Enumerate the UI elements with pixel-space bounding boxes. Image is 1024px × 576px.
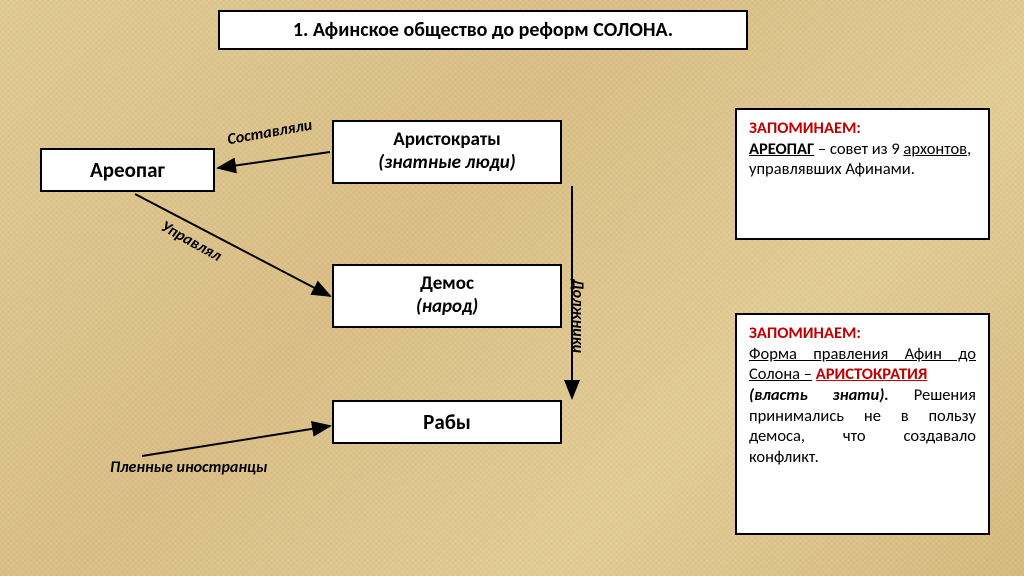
node-demos-label: Демос [420,273,474,296]
note1-lead: ЗАПОМИНАЕМ: [749,118,861,138]
node-slaves-label: Рабы [423,409,471,435]
node-aristocrats-label: Аристократы [393,129,501,152]
note1-term: АРЕОПАГ [749,139,814,159]
node-demos-sub: (народ) [416,296,478,319]
note-areopag-definition: ЗАПОМИНАЕМ: АРЕОПАГ – совет из 9 архонто… [735,108,990,240]
note1-mid: – совет из 9 [814,139,903,159]
node-aristocrats: Аристократы (знатные люди) [332,120,562,184]
note2-lead: ЗАПОМИНАЕМ: [749,323,861,343]
node-aristocrats-sub: (знатные люди) [378,152,515,175]
note1-term2: архонтов [903,139,967,159]
edge-label-debtors: Должники [568,279,587,353]
edge-label-pows: Пленные иностранцы [110,458,267,477]
node-areopag: Ареопаг [40,148,215,192]
edge-label-govern: Управлял [158,217,225,266]
slide-title-box: 1. Афинское общество до реформ СОЛОНА. [218,10,748,50]
slide-title: 1. Афинское общество до реформ СОЛОНА. [293,18,673,42]
edge-label-compose: Составляли [226,116,314,150]
note2-redterm: АРИСТОКРАТИЯ [816,364,928,384]
edge-pows-to-slaves [142,426,330,456]
slide-canvas: 1. Афинское общество до реформ СОЛОНА. А… [0,0,1024,576]
edge-areopag-to-demos [135,194,330,296]
edge-arist-to-areopag [218,152,330,168]
node-areopag-label: Ареопаг [90,157,165,183]
node-demos: Демос (народ) [332,264,562,328]
node-slaves: Рабы [332,400,562,444]
note-government-form: ЗАПОМИНАЕМ: Форма правления Афин до Соло… [735,313,990,535]
note2-paren: (власть знати). [749,385,889,405]
